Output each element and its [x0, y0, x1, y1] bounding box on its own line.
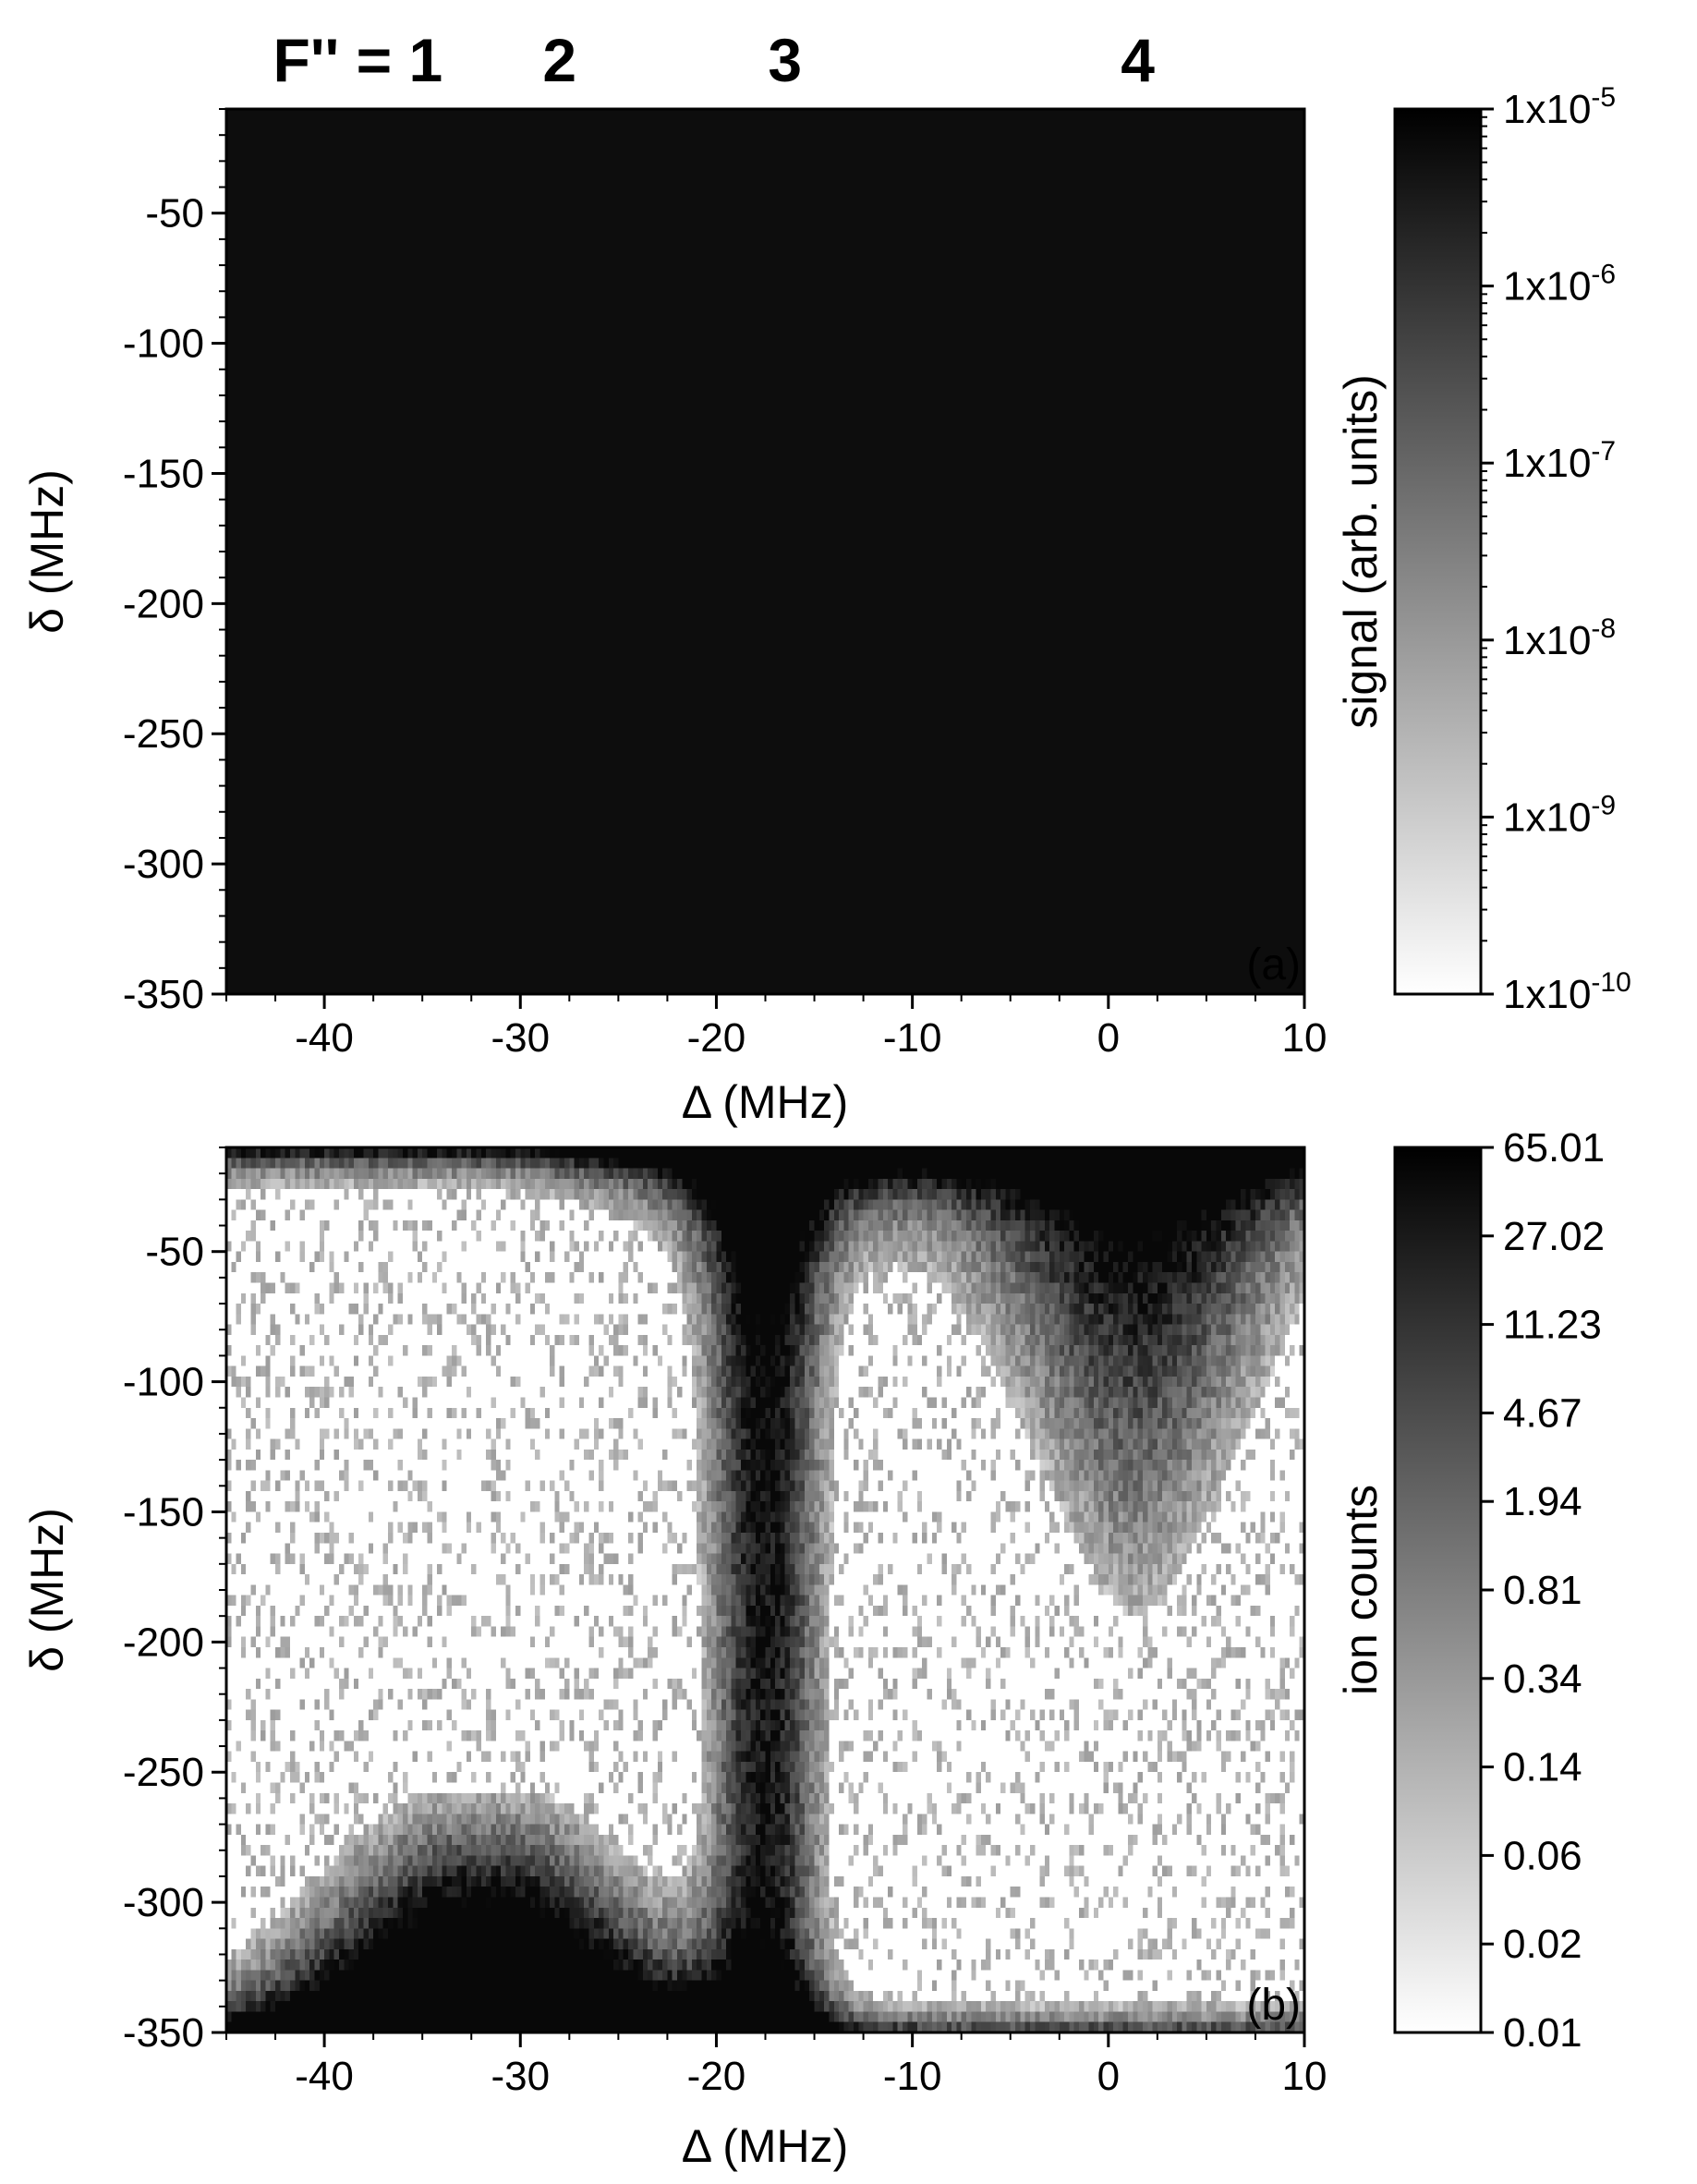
colorbar-tick-label-b: 11.23 [1503, 1303, 1602, 1348]
colorbar-tick-label-a: 1x10-7 [1503, 436, 1616, 486]
panel-label-b: (b) [1246, 1981, 1301, 2030]
y-tick-label-a: -50 [145, 191, 204, 237]
colorbar-ticks-b: 65.01 27.02 11.23 4.67 1.94 0.81 0.34 0.14 0.06 0… [1481, 1125, 1605, 2056]
y-tick-label-a: -350 [123, 972, 204, 1017]
colorbar-tick-label-a: 1x10-6 [1503, 260, 1616, 309]
y-axis-label-a: δ (MHz) [21, 469, 73, 634]
y-tick-label-a: -100 [123, 322, 204, 367]
x-tick-label-b: 0 [1097, 2054, 1120, 2099]
x-tick-label-b: -30 [491, 2054, 550, 2099]
colorbar-tick-label-b: 0.81 [1503, 1568, 1582, 1613]
x-tick-label-b: -20 [687, 2054, 746, 2099]
x-axis-label-b: Δ (MHz) [682, 2120, 849, 2172]
y-tick-label-b: -350 [123, 2010, 204, 2056]
colorbar-tick-label-b: 65.01 [1503, 1125, 1605, 1171]
y-tick-label-b: -100 [123, 1360, 204, 1405]
x-tick-label-a: -10 [883, 1015, 942, 1061]
y-tick-label-a: -300 [123, 842, 204, 887]
colorbar-tick-label-b: 0.01 [1503, 2010, 1582, 2056]
colorbar-tick-label-a: 1x10-10 [1503, 967, 1631, 1017]
colorbar-tick-label-b: 4.67 [1503, 1390, 1582, 1436]
colorbar-tick-label-a: 1x10-5 [1503, 82, 1616, 132]
colorbar-label-a: signal (arb. units) [1335, 374, 1387, 729]
peak-labels: F'' = 1 2 3 4 [273, 26, 1156, 94]
axis-ticks-a: -40 -30 -20 -10 0 10-50-100-150-200-250-300-3… [123, 108, 1327, 1061]
y-tick-label-a: -250 [123, 711, 204, 757]
colorbar-tick-label-b: 1.94 [1503, 1479, 1582, 1524]
peak-label-4: 4 [1121, 26, 1155, 94]
x-tick-label-a: -30 [491, 1015, 550, 1061]
x-tick-label-b: -10 [883, 2054, 942, 2099]
colorbar-tick-label-b: 0.34 [1503, 1656, 1582, 1702]
y-tick-label-a: -150 [123, 451, 204, 496]
y-tick-label-b: -200 [123, 1620, 204, 1665]
axis-ticks-b: -40 -30 -20 -10 0 10-50-100-150-200-250-300-3… [123, 1147, 1327, 2099]
colorbar-tick-label-a: 1x10-9 [1503, 790, 1616, 840]
heatmap-a [226, 109, 1304, 994]
colorbar-ticks-a: 1x10-5 1x10-6 1x10-7 1x10-8 1x10-9 1x10-10 [1481, 82, 1631, 1017]
y-tick-label-b: -250 [123, 1750, 204, 1795]
y-tick-label-b: -300 [123, 1880, 204, 1925]
x-tick-label-b: -40 [295, 2054, 354, 2099]
x-tick-label-a: 10 [1282, 1015, 1327, 1061]
colorbar-tick-label-b: 0.06 [1503, 1833, 1582, 1878]
x-tick-label-a: 0 [1097, 1015, 1120, 1061]
x-tick-label-a: -20 [687, 1015, 746, 1061]
colorbar-tick-label-b: 27.02 [1503, 1214, 1605, 1259]
heatmap-b [226, 1147, 1304, 2032]
x-axis-label-a: Δ (MHz) [682, 1076, 849, 1128]
panel-label-a: (a) [1246, 940, 1301, 989]
peak-label-1: F'' = 1 [273, 26, 443, 94]
x-tick-label-a: -40 [295, 1015, 354, 1061]
colorbar-a: 1x10-5 1x10-6 1x10-7 1x10-8 1x10-9 1x10-10 si… [1335, 82, 1631, 1017]
x-tick-label-b: 10 [1282, 2054, 1327, 2099]
y-tick-label-a: -200 [123, 581, 204, 626]
colorbar-tick-label-b: 0.02 [1503, 1922, 1582, 1967]
colorbar-b: 65.01 27.02 11.23 4.67 1.94 0.81 0.34 0.14 0.06 0… [1335, 1125, 1605, 2056]
colorbar-gradient-a [1393, 107, 1483, 996]
panel-a: -40 -30 -20 -10 0 10-50-100-150-200-250-300-3… [21, 82, 1631, 1128]
y-axis-label-b: δ (MHz) [21, 1508, 73, 1672]
panel-b: -40 -30 -20 -10 0 10-50-100-150-200-250-300-3… [21, 1125, 1605, 2172]
colorbar-tick-label-a: 1x10-8 [1503, 613, 1616, 663]
y-tick-label-b: -150 [123, 1489, 204, 1535]
colorbar-tick-label-b: 0.14 [1503, 1745, 1582, 1790]
peak-label-2: 2 [542, 26, 576, 94]
peak-label-3: 3 [768, 26, 802, 94]
colorbar-gradient-b [1393, 1146, 1483, 2034]
colorbar-label-b: ion counts [1335, 1485, 1387, 1695]
y-tick-label-b: -50 [145, 1230, 204, 1275]
